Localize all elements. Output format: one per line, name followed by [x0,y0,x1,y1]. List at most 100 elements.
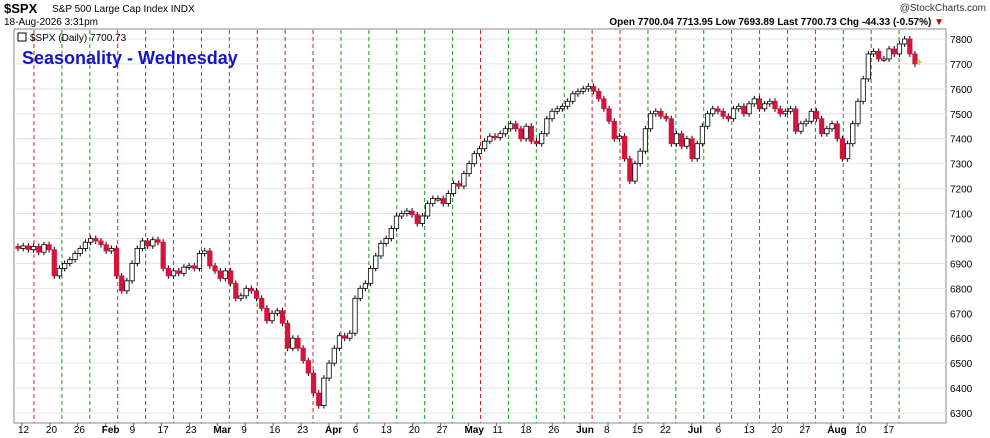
y-tick-label: 7000 [950,234,973,245]
candle-body [601,98,607,110]
candle-body [596,90,602,100]
x-tick-label: Mar [213,425,231,436]
candle-body [248,287,254,292]
candle-body [342,335,348,339]
candle-body [896,43,903,55]
x-tick-label: 17 [883,425,895,436]
candle-body [378,243,384,257]
candle-body [533,140,540,145]
candle-body [715,108,721,112]
candle-body [274,310,280,314]
candle-body [819,118,825,135]
candle-body [155,239,161,243]
candle-body [528,125,534,142]
candle-body [165,267,171,277]
candle-body [518,128,524,140]
candle-body [705,113,711,127]
candle-body [181,266,187,274]
y-tick-label: 7300 [950,160,973,171]
candle-body [20,245,26,249]
x-tick-label: 9 [241,425,247,436]
x-tick-label: 15 [632,425,644,436]
candle-body [119,275,125,292]
candle-body [300,347,306,362]
y-tick-label: 6700 [950,309,973,320]
candle-body [772,100,778,110]
candle-body [559,105,566,110]
candle-body [834,123,840,140]
candle-body [886,48,892,60]
candle-body [425,203,431,217]
ticker-symbol: $SPX [4,1,38,16]
low-label: Low [715,17,736,28]
candle-body [523,125,529,140]
candle-body [870,51,877,55]
x-tick-label: 26 [548,425,560,436]
chg-value: -44.33 (-0.57%) [861,17,932,28]
candle-body [653,110,659,115]
candle-body [238,295,244,299]
candle-body [793,108,799,132]
x-tick-label: 20 [771,425,783,436]
candle-body [549,110,555,120]
candle-body [860,78,866,102]
candle-body [139,240,146,249]
candle-body [492,135,498,139]
x-tick-label: 26 [74,425,86,436]
candle-body [373,255,379,269]
candle-body [316,392,322,406]
open-value: 7700.04 [637,17,674,28]
candle-body [388,228,394,239]
candle-body [67,259,73,264]
candle-body [710,108,716,115]
candle-body [798,123,804,132]
last-label: Last [777,17,798,28]
candle-body [414,214,420,224]
quote-date: 18-Aug-2026 3:31pm [4,17,98,28]
chg-label: Chg [839,17,860,28]
candle-body [658,110,664,117]
high-value: 7713.95 [676,17,713,28]
candle-body [891,48,897,55]
candle-body [813,110,820,120]
candle-body [627,158,633,182]
candle-body [25,245,31,251]
exchange: INDX [170,4,195,15]
y-tick-label: 7600 [950,85,973,96]
ohlc-readout: Open 7700.04 7713.95 Low 7693.89 Last 77… [609,17,944,28]
candle-body [876,51,882,60]
y-tick-label: 7100 [950,210,973,221]
candle-body [227,270,234,284]
candle-body [430,198,436,204]
watermark: @StockCharts.com [899,3,986,14]
candle-body [881,58,887,61]
candle-body [347,332,353,339]
y-tick-label: 6800 [950,284,973,295]
candle-body [482,140,488,150]
candle-body [668,118,674,145]
candle-body [113,248,120,277]
candle-body [606,108,612,122]
low-value: 7693.89 [738,17,775,28]
candle-body [461,173,467,187]
candle-body [746,103,752,115]
y-tick-label: 7500 [950,110,973,121]
x-tick-label: 20 [409,425,421,436]
candle-body [694,143,700,160]
candle-body [829,123,835,130]
candle-body [736,105,742,110]
candle-body [570,93,576,102]
candle-body [507,123,514,130]
candle-body [310,372,317,394]
candle-body [502,128,508,135]
candle-body [145,240,151,247]
candle-body [150,239,156,247]
candle-body [186,265,192,268]
candle-body [679,133,685,147]
candle-body [902,38,908,45]
candle-body [259,297,265,309]
x-tick-label: Jul [688,425,703,436]
candle-body [435,198,441,201]
candle-body [15,246,21,249]
